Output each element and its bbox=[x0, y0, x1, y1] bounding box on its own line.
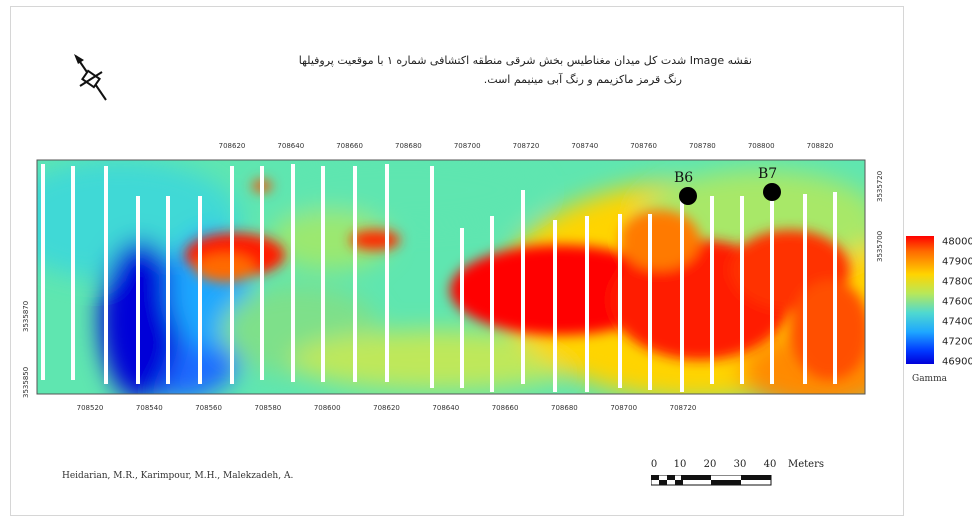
profile-line bbox=[166, 196, 170, 384]
north-arrow-icon bbox=[74, 54, 107, 101]
profile-line bbox=[385, 164, 389, 382]
map-title-line-2: رنگ قرمز ماکزیمم و رنگ آبی مینیمم است. bbox=[483, 73, 682, 86]
bottom-tick-label: 708680 bbox=[551, 404, 578, 412]
profile-line bbox=[198, 196, 202, 384]
bottom-tick-label: 708540 bbox=[135, 404, 163, 412]
profile-line bbox=[260, 166, 264, 380]
profile-line bbox=[490, 216, 494, 392]
profile-line bbox=[460, 228, 464, 388]
top-tick-label: 708760 bbox=[630, 142, 657, 150]
right-tick-label: 3535720 bbox=[876, 170, 884, 202]
top-tick-label: 708620 bbox=[218, 142, 246, 150]
top-tick-label: 708680 bbox=[395, 142, 422, 150]
profile-line bbox=[585, 216, 589, 392]
profile-line bbox=[291, 164, 295, 382]
scale-tick-label: 40 bbox=[763, 459, 777, 470]
scale-bar bbox=[651, 475, 772, 486]
right-tick-label: 3535700 bbox=[876, 230, 884, 262]
top-tick-label: 708800 bbox=[747, 142, 775, 150]
profile-line bbox=[230, 166, 234, 384]
profile-line bbox=[648, 214, 652, 390]
bottom-tick-label: 708520 bbox=[76, 404, 104, 412]
left-tick-label: 3535870 bbox=[22, 300, 30, 332]
bottom-tick-label: 708600 bbox=[313, 404, 341, 412]
scale-tick-label: 20 bbox=[703, 459, 717, 470]
scale-tick-label: 10 bbox=[673, 459, 687, 470]
scale-bar-labels: 0 10 20 30 40 bbox=[648, 459, 838, 473]
bottom-tick-label: 708560 bbox=[195, 404, 222, 412]
legend-unit: Gamma bbox=[912, 374, 947, 384]
legend-label: 48000 bbox=[942, 236, 972, 248]
map-title-line-1: نقشه Image شدت کل میدان مغناطیس بخش شرقی… bbox=[298, 54, 752, 67]
well-markers: B6 B7 bbox=[674, 166, 781, 205]
bottom-tick-label: 708640 bbox=[432, 404, 460, 412]
legend-label: 47900 bbox=[942, 256, 972, 268]
profile-line bbox=[430, 166, 434, 388]
profile-line bbox=[41, 164, 45, 380]
top-tick-label: 708640 bbox=[277, 142, 305, 150]
profile-line bbox=[553, 220, 557, 392]
top-tick-label: 708700 bbox=[453, 142, 481, 150]
well-b7-marker bbox=[763, 183, 781, 201]
bottom-tick-label: 708580 bbox=[254, 404, 282, 412]
left-tick-label: 3535850 bbox=[22, 366, 30, 398]
well-b6-marker bbox=[679, 187, 697, 205]
profile-line bbox=[833, 192, 837, 384]
profile-line bbox=[71, 166, 75, 380]
bottom-tick-label: 708660 bbox=[491, 404, 519, 412]
survey-profiles bbox=[41, 164, 837, 392]
scale-bar-unit: Meters bbox=[788, 459, 825, 470]
well-b6-label: B6 bbox=[674, 170, 693, 186]
legend-label: 47800 bbox=[942, 276, 972, 288]
top-tick-label: 708720 bbox=[512, 142, 540, 150]
profile-line bbox=[740, 196, 744, 384]
profile-line bbox=[770, 192, 774, 384]
field-raster bbox=[37, 160, 865, 394]
well-b7-label: B7 bbox=[758, 166, 777, 182]
profile-line bbox=[803, 194, 807, 384]
bottom-tick-label: 708620 bbox=[373, 404, 400, 412]
scale-tick-label: 0 bbox=[650, 459, 658, 470]
scale-tick-label: 30 bbox=[733, 459, 747, 470]
legend-label: 47400 bbox=[942, 316, 972, 328]
top-tick-label: 708740 bbox=[571, 142, 599, 150]
legend-label: 47600 bbox=[942, 296, 972, 308]
legend-label: 46900 bbox=[942, 356, 972, 368]
profile-line bbox=[104, 166, 108, 384]
profile-line bbox=[136, 196, 140, 384]
profile-line bbox=[353, 166, 357, 382]
top-tick-label: 708780 bbox=[689, 142, 716, 150]
legend-label: 47200 bbox=[942, 336, 972, 348]
profile-line bbox=[618, 214, 622, 388]
bottom-tick-label: 708700 bbox=[610, 404, 638, 412]
map-credit: Heidarian, M.R., Karimpour, M.H., Malekz… bbox=[62, 471, 294, 481]
profile-line bbox=[680, 196, 684, 392]
profile-line bbox=[321, 166, 325, 382]
legend-color-bar bbox=[906, 236, 934, 364]
top-tick-label: 708820 bbox=[806, 142, 834, 150]
profile-line bbox=[521, 190, 525, 384]
top-tick-label: 708660 bbox=[336, 142, 363, 150]
bottom-tick-label: 708720 bbox=[669, 404, 697, 412]
profile-line bbox=[710, 196, 714, 384]
